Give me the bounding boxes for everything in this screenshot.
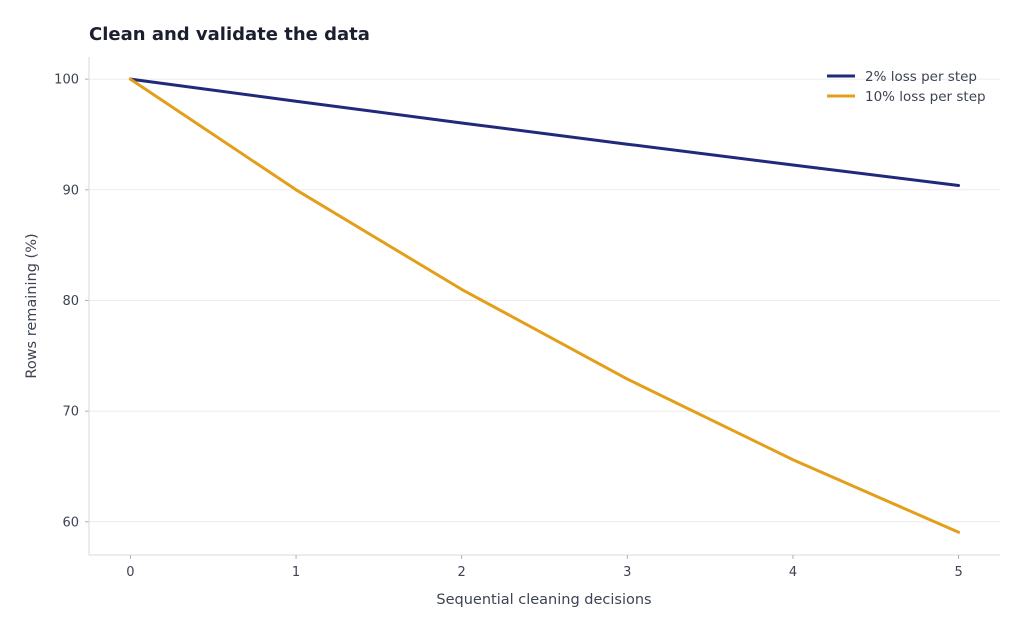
gridlines bbox=[89, 78, 1000, 523]
legend-label: 10% loss per step bbox=[865, 89, 986, 105]
y-tick-label: 80 bbox=[62, 294, 79, 309]
legend-label: 2% loss per step bbox=[865, 69, 977, 85]
x-tick-label: 4 bbox=[789, 565, 797, 580]
legend-entry: 2% loss per step bbox=[827, 69, 977, 85]
y-tick-label: 100 bbox=[54, 73, 79, 88]
legend: 2% loss per step 10% loss per step bbox=[827, 69, 986, 105]
x-tick-label: 5 bbox=[954, 565, 962, 580]
x-tick-label: 1 bbox=[292, 565, 300, 580]
axes: 60 70 80 90 100 0 1 2 3 4 5 bbox=[54, 57, 1000, 580]
y-tick-label: 60 bbox=[62, 515, 79, 530]
x-axis-label: Sequential cleaning decisions bbox=[436, 592, 651, 608]
y-tick-label: 90 bbox=[62, 183, 79, 198]
x-tick-label: 0 bbox=[126, 565, 134, 580]
series-lines bbox=[128, 77, 961, 534]
x-tick-label: 2 bbox=[458, 565, 466, 580]
y-axis-label: Rows remaining (%) bbox=[24, 233, 40, 378]
x-tick-label: 3 bbox=[623, 565, 631, 580]
legend-entry: 10% loss per step bbox=[827, 89, 986, 105]
series-line-2 bbox=[128, 77, 961, 534]
y-tick-label: 70 bbox=[62, 405, 79, 420]
series-line-1 bbox=[128, 77, 961, 187]
chart-title: Clean and validate the data bbox=[89, 24, 370, 45]
